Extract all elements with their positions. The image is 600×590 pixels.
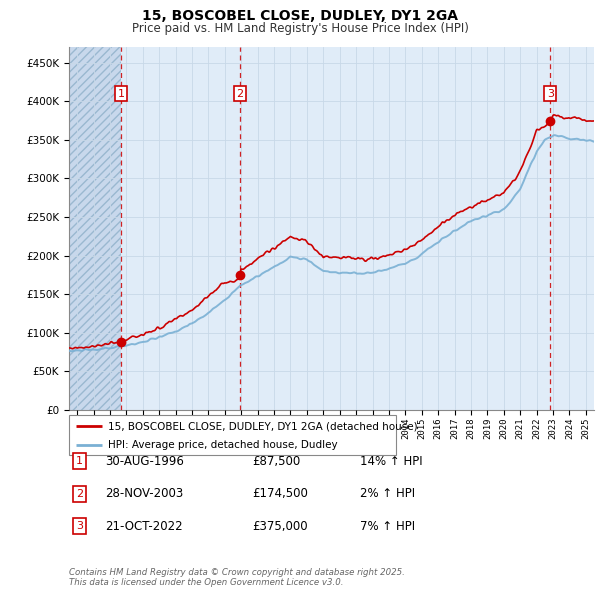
Text: £174,500: £174,500 bbox=[252, 487, 308, 500]
Text: 30-AUG-1996: 30-AUG-1996 bbox=[105, 455, 184, 468]
Text: £375,000: £375,000 bbox=[252, 520, 308, 533]
Bar bbox=[69, 47, 121, 410]
Text: 15, BOSCOBEL CLOSE, DUDLEY, DY1 2GA: 15, BOSCOBEL CLOSE, DUDLEY, DY1 2GA bbox=[142, 9, 458, 23]
Text: 1: 1 bbox=[118, 88, 125, 99]
Bar bbox=[550, 47, 594, 410]
Text: 14% ↑ HPI: 14% ↑ HPI bbox=[360, 455, 422, 468]
Text: £87,500: £87,500 bbox=[252, 455, 300, 468]
Text: 21-OCT-2022: 21-OCT-2022 bbox=[105, 520, 182, 533]
Text: Price paid vs. HM Land Registry's House Price Index (HPI): Price paid vs. HM Land Registry's House … bbox=[131, 22, 469, 35]
Bar bbox=[121, 47, 240, 410]
Text: 3: 3 bbox=[547, 88, 554, 99]
Text: 15, BOSCOBEL CLOSE, DUDLEY, DY1 2GA (detached house): 15, BOSCOBEL CLOSE, DUDLEY, DY1 2GA (det… bbox=[108, 421, 418, 431]
Bar bbox=[240, 47, 550, 410]
FancyBboxPatch shape bbox=[69, 415, 396, 455]
Text: 7% ↑ HPI: 7% ↑ HPI bbox=[360, 520, 415, 533]
Text: 28-NOV-2003: 28-NOV-2003 bbox=[105, 487, 183, 500]
Text: 2: 2 bbox=[236, 88, 244, 99]
Text: HPI: Average price, detached house, Dudley: HPI: Average price, detached house, Dudl… bbox=[108, 440, 338, 450]
Text: Contains HM Land Registry data © Crown copyright and database right 2025.
This d: Contains HM Land Registry data © Crown c… bbox=[69, 568, 405, 587]
Text: 3: 3 bbox=[76, 522, 83, 531]
Text: 1: 1 bbox=[76, 457, 83, 466]
Text: 2: 2 bbox=[76, 489, 83, 499]
Text: 2% ↑ HPI: 2% ↑ HPI bbox=[360, 487, 415, 500]
